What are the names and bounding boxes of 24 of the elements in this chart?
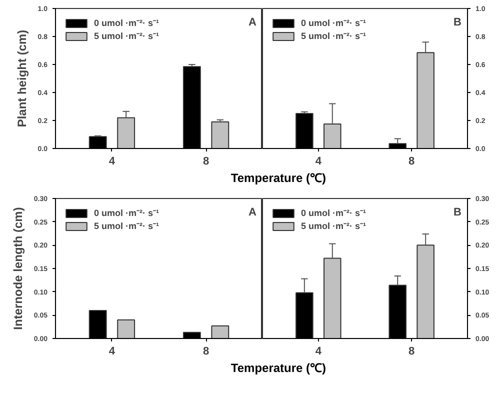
- x-tick-label: 8: [408, 346, 415, 358]
- x-tick-label: 8: [202, 346, 210, 358]
- legend-label: 0 umol ·m⁻²· s⁻¹: [94, 207, 160, 219]
- x-tick-label: 8: [408, 156, 415, 168]
- annotation: A: [248, 206, 257, 218]
- legend-label: 5 umol ·m⁻²· s⁻¹: [94, 220, 160, 232]
- x-tick-label: 4: [108, 346, 116, 358]
- x-tick-label: 8: [202, 156, 210, 168]
- legend-label: 0 umol ·m⁻²· s⁻¹: [94, 17, 160, 29]
- legend-label: 5 umol ·m⁻²· s⁻¹: [94, 30, 160, 42]
- legend-label: 5 umol ·m⁻²· s⁻¹: [301, 30, 366, 42]
- legend-label: 0 umol ·m⁻²· s⁻¹: [301, 207, 366, 219]
- x-tick-label: 4: [108, 156, 116, 168]
- legend-label: 0 umol ·m⁻²· s⁻¹: [301, 17, 366, 29]
- y-axis-title: Internode length (cm): [10, 207, 25, 330]
- x-axis-title: Temperature (℃): [230, 170, 326, 187]
- annotation: B: [454, 16, 462, 28]
- legend-label: 5 umol ·m⁻²· s⁻¹: [301, 220, 366, 232]
- annotation: B: [454, 206, 462, 218]
- annotation: A: [248, 16, 257, 28]
- y-axis-title: Plant height (cm): [14, 30, 29, 128]
- x-tick-label: 4: [315, 346, 322, 358]
- x-tick-label: 4: [315, 156, 322, 168]
- x-axis-title: Temperature (℃): [230, 360, 326, 377]
